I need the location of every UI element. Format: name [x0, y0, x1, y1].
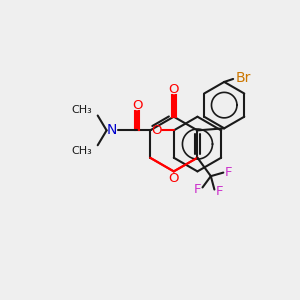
Text: F: F — [216, 185, 223, 198]
Text: O: O — [169, 83, 179, 97]
Text: F: F — [225, 166, 232, 179]
Text: Br: Br — [236, 71, 251, 85]
Text: N: N — [106, 123, 116, 137]
Text: F: F — [194, 183, 201, 196]
Text: CH₃: CH₃ — [72, 105, 92, 115]
Text: CH₃: CH₃ — [72, 146, 92, 156]
Text: O: O — [151, 124, 162, 137]
Text: O: O — [169, 172, 179, 185]
Text: O: O — [132, 99, 142, 112]
